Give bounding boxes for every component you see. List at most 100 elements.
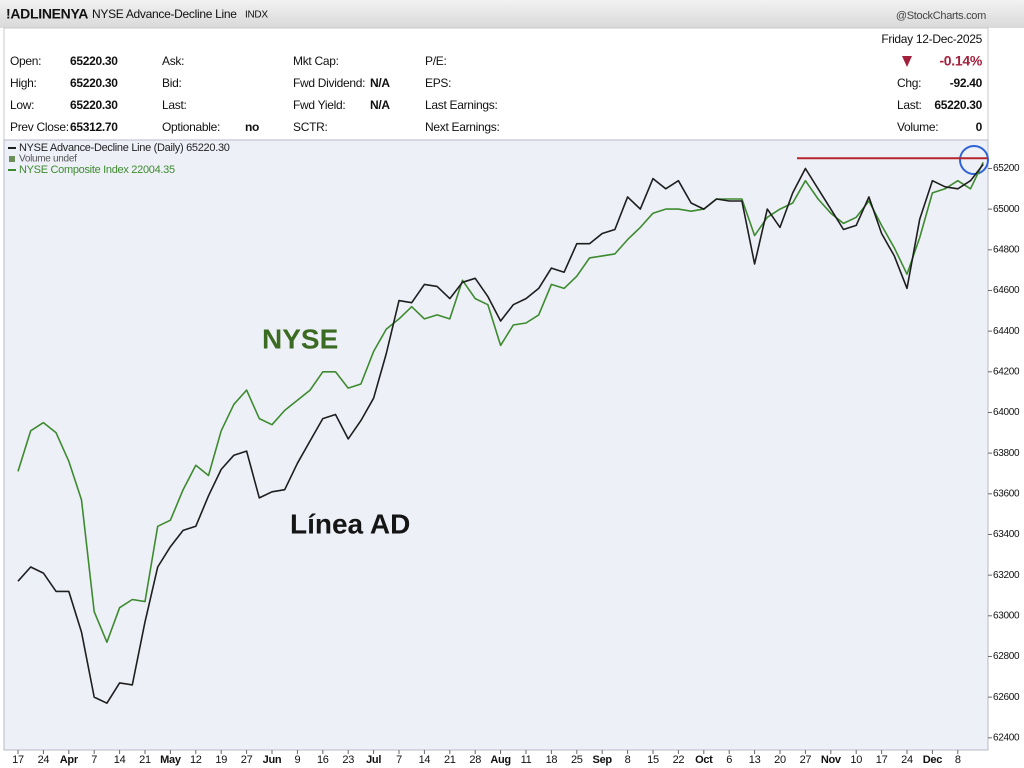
quote-panel [3,27,989,141]
x-tick-label: Oct [695,754,713,766]
x-tick-label: 11 [521,754,532,766]
quote-date: Friday 12-Dec-2025 [881,32,982,46]
change-percent: -0.14% [939,53,982,69]
quote-label: Next Earnings: [425,120,500,134]
down-arrow [902,56,912,67]
quote-label: Low: [10,98,34,112]
y-tick-label: 63800 [993,448,1020,459]
x-tick-label: Apr [60,754,79,766]
quote-value: N/A [370,76,390,90]
legend-swatch [9,156,15,162]
quote-label: Last Earnings: [425,98,498,112]
quote-label: Fwd Yield: [293,98,345,112]
exchange: INDX [245,10,268,21]
x-tick-label: 15 [647,754,659,766]
legend-label: NYSE Advance-Decline Line (Daily) 65220.… [19,142,230,154]
y-tick-label: 65000 [993,204,1020,215]
security-name: NYSE Advance-Decline Line [92,7,237,21]
x-tick-label: Jul [366,754,381,766]
quote-label: EPS: [425,76,451,90]
quote-value: no [245,120,259,134]
highlight-circle [959,145,989,175]
x-tick-label: 10 [850,754,862,766]
x-tick-label: Aug [490,754,510,766]
x-tick-label: 20 [774,754,786,766]
quote-label: Last: [162,98,187,112]
y-tick-label: 62800 [993,651,1020,662]
y-tick-label: 63400 [993,529,1020,540]
series-line [17,162,984,643]
y-tick-label: 62600 [993,692,1020,703]
x-tick-label: 7 [396,754,402,766]
legend-label: Volume undef [19,154,77,165]
quote-value: 65220.30 [70,98,118,112]
x-tick-label: 9 [294,754,300,766]
x-tick-label: 28 [469,754,481,766]
x-tick-label: 14 [114,754,126,766]
x-tick-label: 25 [571,754,583,766]
x-tick-label: 27 [800,754,812,766]
x-tick-label: Nov [821,754,842,766]
annotation: Línea AD [290,508,410,539]
x-tick-label: 16 [317,754,329,766]
summary-value: 0 [976,120,983,134]
x-tick-label: 8 [955,754,961,766]
title-bar [0,0,1024,28]
quote-label: SCTR: [293,120,328,134]
quote-label: Prev Close: [10,120,69,134]
x-tick-label: 8 [625,754,631,766]
legend-label: NYSE Composite Index 22004.35 [19,164,175,176]
quote-label: Bid: [162,76,181,90]
summary-label: Last: [897,98,922,112]
x-tick-label: 19 [215,754,227,766]
quote-value: 65312.70 [70,120,118,134]
x-tick-label: 24 [901,754,913,766]
x-tick-label: Sep [593,754,613,766]
x-tick-label: 27 [241,754,253,766]
x-tick-label: 21 [444,754,456,766]
x-tick-label: 14 [419,754,431,766]
quote-label: Optionable: [162,120,220,134]
x-tick-label: 22 [673,754,685,766]
x-tick-label: 6 [726,754,732,766]
source: @StockCharts.com [896,10,986,22]
x-tick-label: 7 [91,754,97,766]
x-tick-label: May [160,754,182,766]
summary-label: Chg: [897,76,921,90]
series-line [17,163,984,704]
summary-value: 65220.30 [934,98,982,112]
x-tick-label: 24 [38,754,50,766]
y-tick-label: 63200 [993,570,1020,581]
summary-value: -92.40 [950,76,983,90]
quote-value: N/A [370,98,390,112]
x-tick-label: 21 [139,754,151,766]
y-tick-label: 64400 [993,326,1020,337]
x-tick-label: 17 [876,754,888,766]
x-tick-label: Dec [923,754,942,766]
y-tick-label: 62400 [993,732,1020,743]
x-tick-label: 18 [546,754,558,766]
symbol: !ADLINENYA [6,6,88,22]
y-tick-label: 64000 [993,407,1020,418]
plot-area [3,139,989,751]
x-tick-label: 12 [190,754,202,766]
quote-label: Mkt Cap: [293,54,339,68]
y-tick-label: 63600 [993,488,1020,499]
y-tick-label: 64800 [993,244,1020,255]
y-tick-label: 64600 [993,285,1020,296]
x-tick-label: Jun [263,754,282,766]
quote-label: High: [10,76,37,90]
quote-label: Ask: [162,54,184,68]
quote-label: Fwd Dividend: [293,76,365,90]
x-tick-label: 23 [342,754,354,766]
x-tick-label: 13 [749,754,761,766]
annotation: NYSE [262,323,338,354]
y-tick-label: 64200 [993,366,1020,377]
x-tick-label: 17 [12,754,24,766]
summary-label: Volume: [897,120,938,134]
quote-label: P/E: [425,54,446,68]
